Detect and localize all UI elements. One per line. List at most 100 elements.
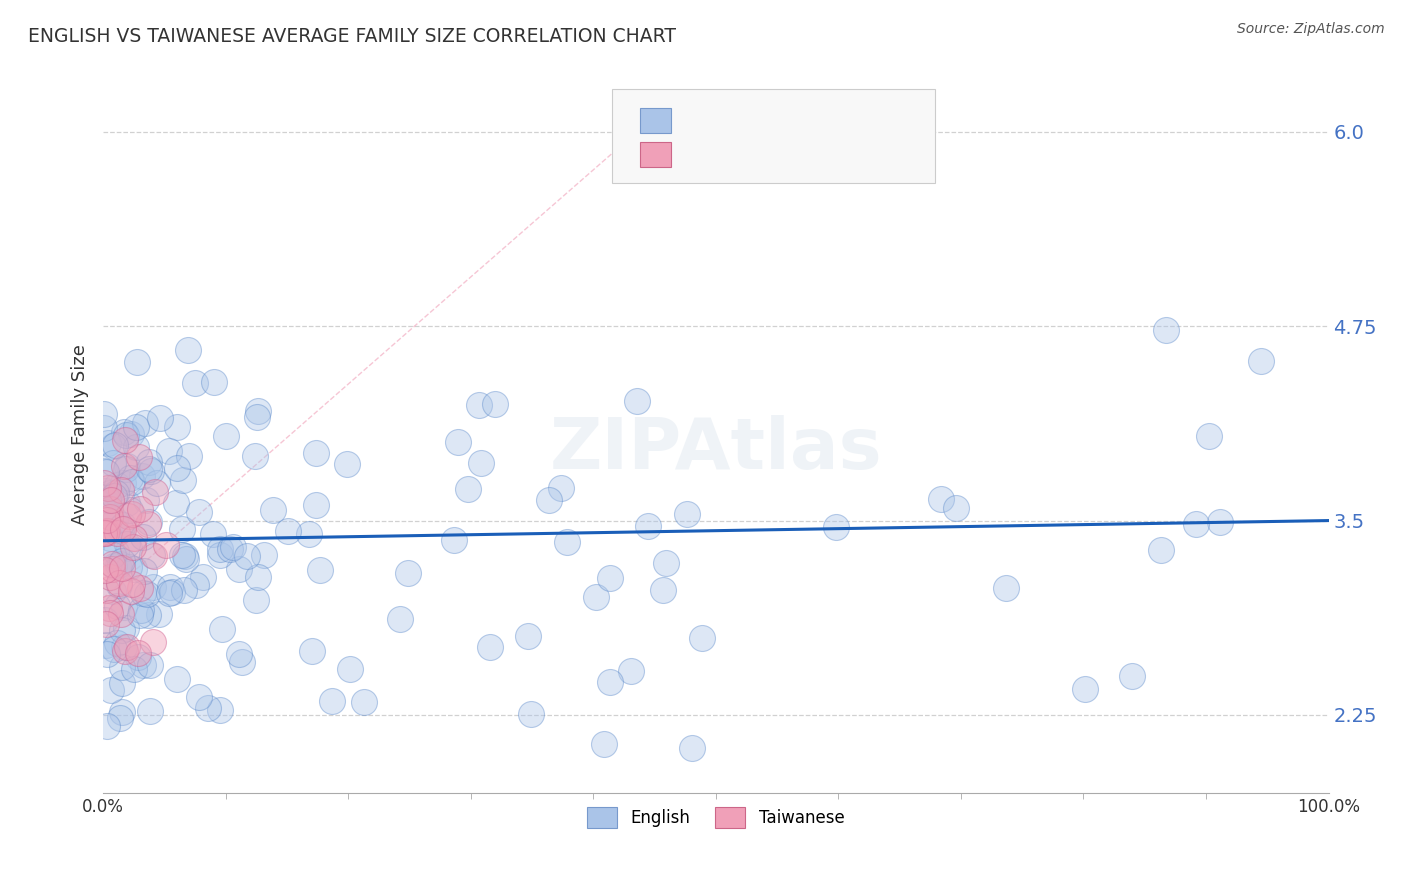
Point: [110, 607, 132, 621]
Y-axis label: Average Family Size: Average Family Size: [72, 344, 89, 525]
Point: [478, 640, 501, 654]
Point: [218, 541, 240, 556]
Point: [107, 558, 129, 573]
Point: [94, 526, 117, 541]
Point: [111, 676, 134, 690]
Point: [101, 583, 124, 598]
Point: [353, 695, 375, 709]
Point: [134, 417, 156, 431]
Point: [121, 507, 143, 521]
Point: [93, 408, 115, 422]
Point: [209, 541, 232, 556]
Point: [108, 578, 131, 592]
Point: [105, 599, 128, 614]
Point: [96, 719, 118, 733]
Point: [172, 474, 194, 488]
Point: [138, 515, 160, 529]
Point: [122, 562, 145, 576]
Point: [443, 533, 465, 547]
Point: [202, 376, 225, 390]
Point: [114, 600, 136, 615]
Point: [131, 658, 153, 673]
Point: [165, 495, 187, 509]
Point: [149, 411, 172, 425]
Point: [160, 585, 183, 599]
Point: [468, 399, 491, 413]
Point: [127, 646, 149, 660]
Point: [128, 450, 150, 465]
Point: [184, 376, 207, 390]
Point: [110, 705, 132, 719]
Point: [120, 427, 142, 442]
Point: [115, 536, 138, 550]
Point: [104, 438, 127, 452]
Point: [115, 428, 138, 442]
Point: [135, 492, 157, 507]
Point: [111, 554, 134, 568]
Point: [308, 563, 330, 577]
Point: [111, 522, 134, 536]
Point: [457, 482, 479, 496]
Point: [103, 642, 125, 657]
Point: [995, 581, 1018, 595]
Point: [139, 464, 162, 478]
Point: [110, 623, 132, 637]
Point: [537, 492, 560, 507]
Point: [172, 548, 194, 562]
Legend: English, Taiwanese: English, Taiwanese: [581, 801, 851, 834]
Point: [138, 462, 160, 476]
Point: [166, 420, 188, 434]
Point: [222, 540, 245, 554]
Text: ZIPAtlas: ZIPAtlas: [550, 415, 882, 483]
Point: [304, 498, 326, 512]
Point: [132, 530, 155, 544]
Point: [105, 477, 128, 491]
Point: [197, 700, 219, 714]
Point: [94, 563, 117, 577]
Point: [585, 590, 607, 604]
Point: [321, 694, 343, 708]
Point: [121, 475, 143, 489]
Point: [142, 580, 165, 594]
Point: [98, 570, 121, 584]
Point: [108, 711, 131, 725]
Point: [129, 581, 152, 595]
Point: [246, 404, 269, 418]
Point: [122, 532, 145, 546]
Point: [94, 638, 117, 652]
Point: [201, 527, 224, 541]
Point: [245, 593, 267, 607]
Point: [94, 613, 117, 627]
Point: [98, 485, 121, 500]
Point: [262, 503, 284, 517]
Point: [593, 737, 616, 751]
Point: [136, 608, 159, 623]
Point: [118, 541, 141, 555]
Point: [120, 471, 142, 485]
Point: [188, 690, 211, 705]
Point: [209, 703, 232, 717]
Point: [550, 481, 572, 495]
Point: [1198, 429, 1220, 443]
Point: [98, 502, 121, 516]
Point: [101, 561, 124, 575]
Point: [96, 524, 118, 539]
Point: [103, 559, 125, 574]
Point: [929, 492, 952, 507]
Point: [388, 612, 411, 626]
Point: [121, 540, 143, 554]
Point: [120, 503, 142, 517]
Point: [215, 429, 238, 443]
Point: [134, 565, 156, 579]
Point: [148, 607, 170, 621]
Point: [211, 623, 233, 637]
Point: [117, 458, 139, 473]
Point: [94, 483, 117, 498]
Point: [93, 475, 115, 490]
Point: [825, 519, 848, 533]
Point: [184, 577, 207, 591]
Point: [135, 587, 157, 601]
Point: [101, 557, 124, 571]
Text: Source: ZipAtlas.com: Source: ZipAtlas.com: [1237, 22, 1385, 37]
Point: [136, 516, 159, 531]
